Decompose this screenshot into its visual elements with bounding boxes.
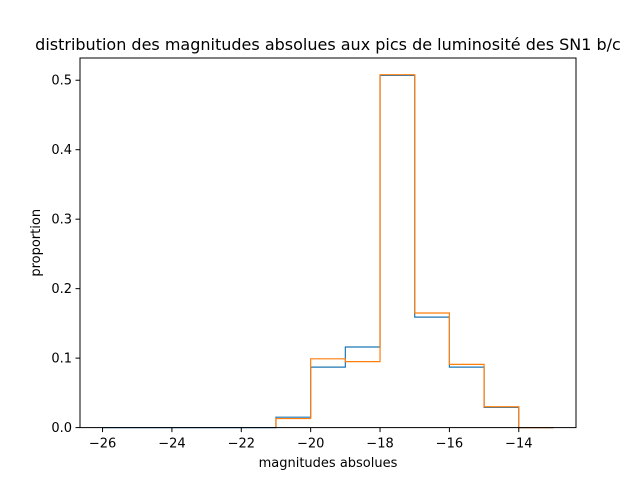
x-tick-label: −26: [89, 437, 116, 452]
x-tick-label: −22: [228, 437, 255, 452]
x-axis: −26 −24 −22 −20 −18 −16 −14: [89, 427, 532, 452]
plot-frame: [79, 57, 577, 429]
y-tick-label: 0.3: [51, 213, 72, 228]
y-axis-label: proportion: [29, 209, 44, 277]
series-2-step-line: [275, 74, 554, 429]
x-tick-label: −20: [297, 437, 324, 452]
y-tick-label: 0.5: [51, 74, 72, 89]
y-tick-label: 0.2: [51, 282, 72, 297]
x-tick-label: −14: [505, 437, 532, 452]
y-tick-label: 0.4: [51, 143, 72, 158]
y-tick-label: 0.1: [51, 352, 72, 367]
x-tick-label: −24: [158, 437, 185, 452]
x-tick-label: −16: [436, 437, 463, 452]
y-axis: 0.0 0.1 0.2 0.3 0.4 0.5: [51, 74, 80, 436]
chart-title: distribution des magnitudes absolues aux…: [35, 35, 621, 54]
y-tick-label: 0.0: [51, 421, 72, 436]
x-axis-label: magnitudes absolues: [259, 456, 398, 471]
x-tick-label: −18: [366, 437, 393, 452]
